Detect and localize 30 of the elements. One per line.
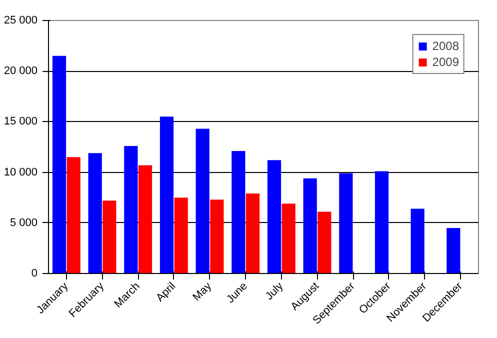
legend-label: 2009 — [432, 55, 459, 69]
bar — [267, 160, 282, 274]
bar — [124, 146, 138, 274]
bar — [102, 200, 116, 274]
bar — [374, 171, 389, 274]
bar — [232, 151, 246, 274]
bar — [88, 153, 102, 274]
bar — [339, 173, 353, 274]
y-tick-label: 15 000 — [4, 116, 38, 128]
bar — [303, 178, 317, 274]
bar — [410, 208, 424, 274]
x-tick-label: May — [190, 280, 214, 304]
bar — [174, 198, 188, 274]
y-tick-label: 5 000 — [10, 216, 38, 229]
bar — [52, 56, 66, 274]
legend-label: 2008 — [432, 39, 459, 53]
y-tick-label: 25 000 — [4, 14, 38, 26]
bar — [246, 194, 260, 274]
bar — [196, 128, 210, 274]
bar — [318, 212, 332, 274]
y-tick-label: 10 000 — [4, 166, 38, 178]
y-tick-label: 0 — [31, 268, 38, 280]
bar — [282, 204, 296, 274]
y-tick-label: 20 000 — [4, 65, 38, 78]
bar — [138, 165, 152, 274]
bar — [446, 228, 460, 274]
x-tick-label: July — [263, 280, 286, 303]
bar — [160, 116, 174, 274]
bar — [210, 200, 224, 274]
bar — [66, 157, 80, 274]
